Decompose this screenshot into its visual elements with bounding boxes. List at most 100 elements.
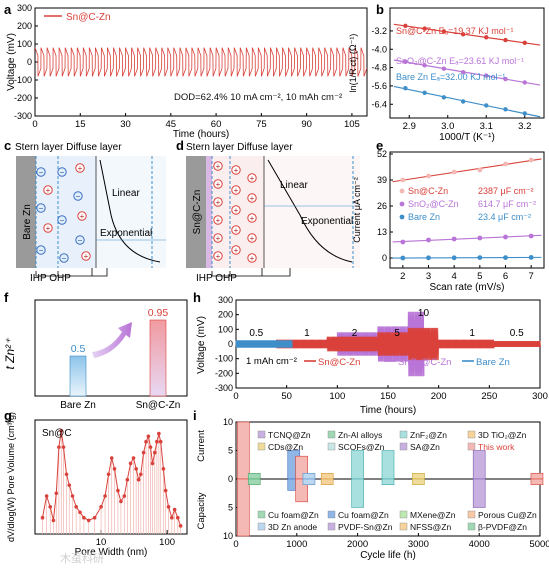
h-xtick-label-0: 0: [233, 391, 238, 402]
panel-h: 0 50 100 150 200 250 300 -300 -200 -100 0 100 200 300…: [196, 295, 548, 416]
i-xtick-label-4: 4000: [469, 539, 490, 550]
i-legend-bottom-4: 3D Zn anode: [268, 522, 317, 532]
panel-i: 0 1000 2000 3000 4000 5000 10 5 0 5 10 TCNQ@Zn Zn-A…: [196, 417, 549, 561]
schematic-d-linear: Linear: [280, 180, 308, 191]
panel-b-label-sn: Sn@C-Zn Eₐ=19.37 KJ mol⁻¹: [396, 26, 514, 36]
i-bar-current-5: [320, 472, 334, 480]
a-ytick-label-2: -100: [14, 75, 32, 85]
g-point-12: [78, 510, 82, 515]
g-point-10: [70, 494, 75, 498]
g-point-33: [148, 445, 153, 449]
panel-letter-d: d: [176, 138, 184, 153]
schematic-d-exponential: Exponential: [301, 216, 353, 227]
e-ytick-label-0: 0: [382, 253, 387, 263]
e-point-sno-c-zn-2: [451, 236, 457, 242]
i-legend-top-4: CDs@Zn: [268, 442, 303, 452]
panel-letter-i: i: [193, 408, 197, 423]
g-point-18: [106, 472, 111, 477]
i-legend-bottom-6: NFSS@Zn: [410, 522, 451, 532]
schematic-d-ihp: IHP OHP: [196, 273, 237, 284]
e-ytick-label-3: 39: [377, 175, 387, 185]
h-ytick-label-0: -300: [215, 383, 233, 393]
i-xtick-label-5: 5000: [529, 539, 549, 550]
i-xtick-label-3: 3000: [408, 539, 429, 550]
a-xtick-label-4: 60: [211, 119, 222, 130]
b-point-sno-c-zn-0: [403, 59, 408, 65]
e-point-sn-c-zn-1: [426, 173, 431, 179]
i-legend-top-swatch-3: [467, 430, 476, 439]
watermark: 木虿科研: [60, 551, 104, 565]
d-ion-cation-9: [247, 253, 257, 263]
panel-f: 0.5 Bare Zn 0.95 Sn@C-Zn t Zn²⁺: [3, 299, 188, 411]
e-legend-marker-sn-c-zn: [399, 188, 405, 194]
i-legend-bottom-swatch-0: [257, 510, 266, 519]
d-ion-ihp-0-sign: +: [216, 162, 221, 171]
h-rate-label-1: 1: [304, 328, 310, 339]
d-ion-cation-1: [231, 185, 241, 195]
i-xtick-label-1: 1000: [286, 539, 307, 550]
improvement-arrow: [92, 322, 132, 358]
e-legend-cap-sn-c-zn: 2387 μF cm⁻²: [478, 186, 533, 196]
i-ytick-label-3: 5: [228, 503, 233, 513]
g-point-39: [161, 467, 166, 471]
b-point-sn-c-zn-3: [460, 32, 466, 37]
i-bar-capacity-1: [247, 478, 261, 485]
schematic-d-electrode: Sn@C-Zn: [192, 190, 203, 235]
a-ytick-label-5: 200: [17, 21, 32, 31]
a-xtick-label-7: 105: [344, 119, 360, 130]
g-point-22: [119, 499, 123, 504]
panel-g-xlabel: Pore Width (nm): [75, 547, 148, 558]
i-bar-capacity-8: [412, 478, 425, 485]
a-xtick-label-2: 30: [120, 119, 131, 130]
c-ion-ihp-0: [36, 167, 46, 177]
h-xtick-label-3: 150: [380, 391, 396, 402]
b-point-bare-zn-5: [503, 107, 508, 112]
e-fit-sn-c-zn: [392, 158, 542, 183]
g-point-7: [61, 445, 66, 449]
legend-label-sn-c-zn: Sn@C-Zn: [66, 12, 111, 23]
c-ion-cation-1: [43, 185, 53, 195]
g-point-6: [59, 429, 64, 433]
h-rate-label-4: 10: [418, 308, 430, 319]
d-ion-ihp-4-sign: +: [216, 234, 221, 243]
g-point-1: [44, 494, 49, 498]
b-point-sno-c-zn-5: [503, 76, 508, 82]
g-point-24: [125, 477, 130, 482]
panel-g: 10 100 Sn@C Pore Width (nm) dV/dlog(W) Po…: [6, 412, 188, 558]
g-point-23: [122, 494, 127, 498]
schematic-c-electrode: Bare Zn: [22, 204, 33, 240]
h-ytick-label-3: 0: [228, 339, 233, 349]
i-bar-capacity-9: [472, 478, 486, 508]
schematic-d-top: Stern layer Diffuse layer: [186, 142, 293, 153]
panel-a-ylabel: Voltage (mV): [6, 33, 17, 91]
i-xtick-label-0: 0: [233, 539, 238, 550]
f-bar-sn-c-zn: [149, 319, 167, 397]
panel-c-schematic: Stern layer Diffuse layer Linear Exponen…: [15, 142, 166, 284]
b-point-sno-c-zn-6: [522, 80, 527, 85]
a-xtick-label-0: 0: [32, 119, 37, 130]
i-legend-top-swatch-7: [467, 442, 476, 451]
d-ion-cation-5: [247, 173, 257, 183]
e-point-sno-c-zn-4: [503, 234, 508, 240]
i-legend-bottom-3: Porous Cu@Zn: [478, 510, 537, 520]
panel-i-ylabel-top: Current: [196, 430, 207, 462]
diffuse-region-c: [96, 156, 166, 268]
h-rate-label-6: 0.5: [510, 328, 524, 339]
d-ion-cation-0-sign: +: [234, 166, 239, 175]
i-bar-capacity-4: [302, 478, 316, 485]
d-ion-cation-5-sign: +: [250, 174, 255, 183]
schematic-c-top: Stern layer Diffuse layer: [15, 142, 122, 153]
panel-letter-e: e: [376, 138, 383, 153]
g-point-45: [178, 524, 183, 528]
i-bar-current-1: [247, 472, 261, 480]
d-ion-ihp-4: [213, 233, 223, 243]
a-ytick-label-0: -300: [14, 111, 32, 121]
i-legend-bottom-swatch-2: [399, 510, 408, 519]
e-point-sn-c-zn-2: [451, 169, 457, 175]
i-legend-bottom-swatch-3: [467, 510, 476, 519]
f-bar-label-sn-c-zn: 0.95: [148, 307, 169, 319]
g-point-15: [92, 515, 97, 520]
b-point-sn-c-zn-0: [403, 23, 408, 29]
c-ion-ihp-2-sign: −: [39, 246, 44, 255]
g-point-37: [157, 431, 161, 436]
